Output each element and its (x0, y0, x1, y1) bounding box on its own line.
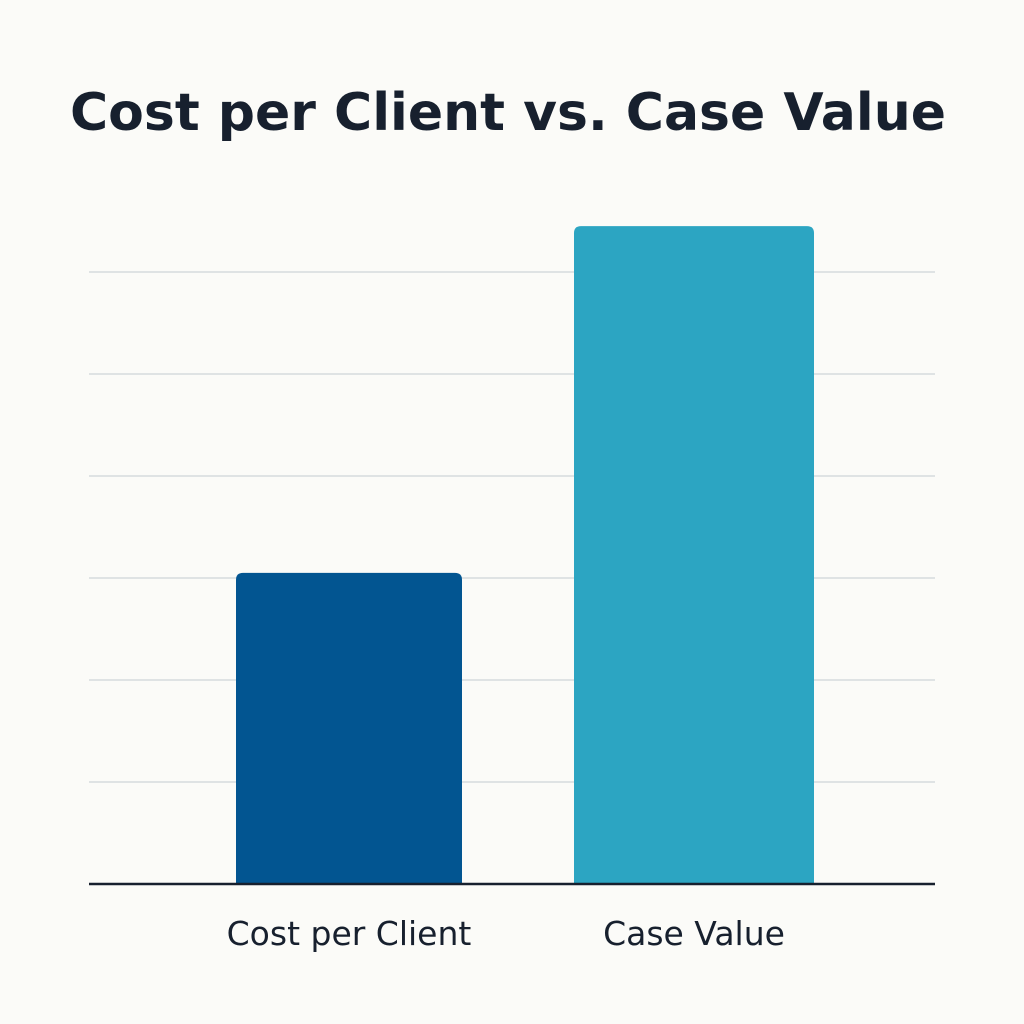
x-tick-label: Cost per Client (227, 914, 472, 953)
bars (236, 226, 814, 885)
bar-case-value (574, 226, 814, 885)
chart-title: Cost per Client vs. Case Value (70, 83, 946, 143)
bar-cost-per-client (236, 572, 462, 884)
x-tick-labels: Cost per Client Case Value (227, 914, 785, 953)
x-tick-label: Case Value (603, 914, 785, 953)
